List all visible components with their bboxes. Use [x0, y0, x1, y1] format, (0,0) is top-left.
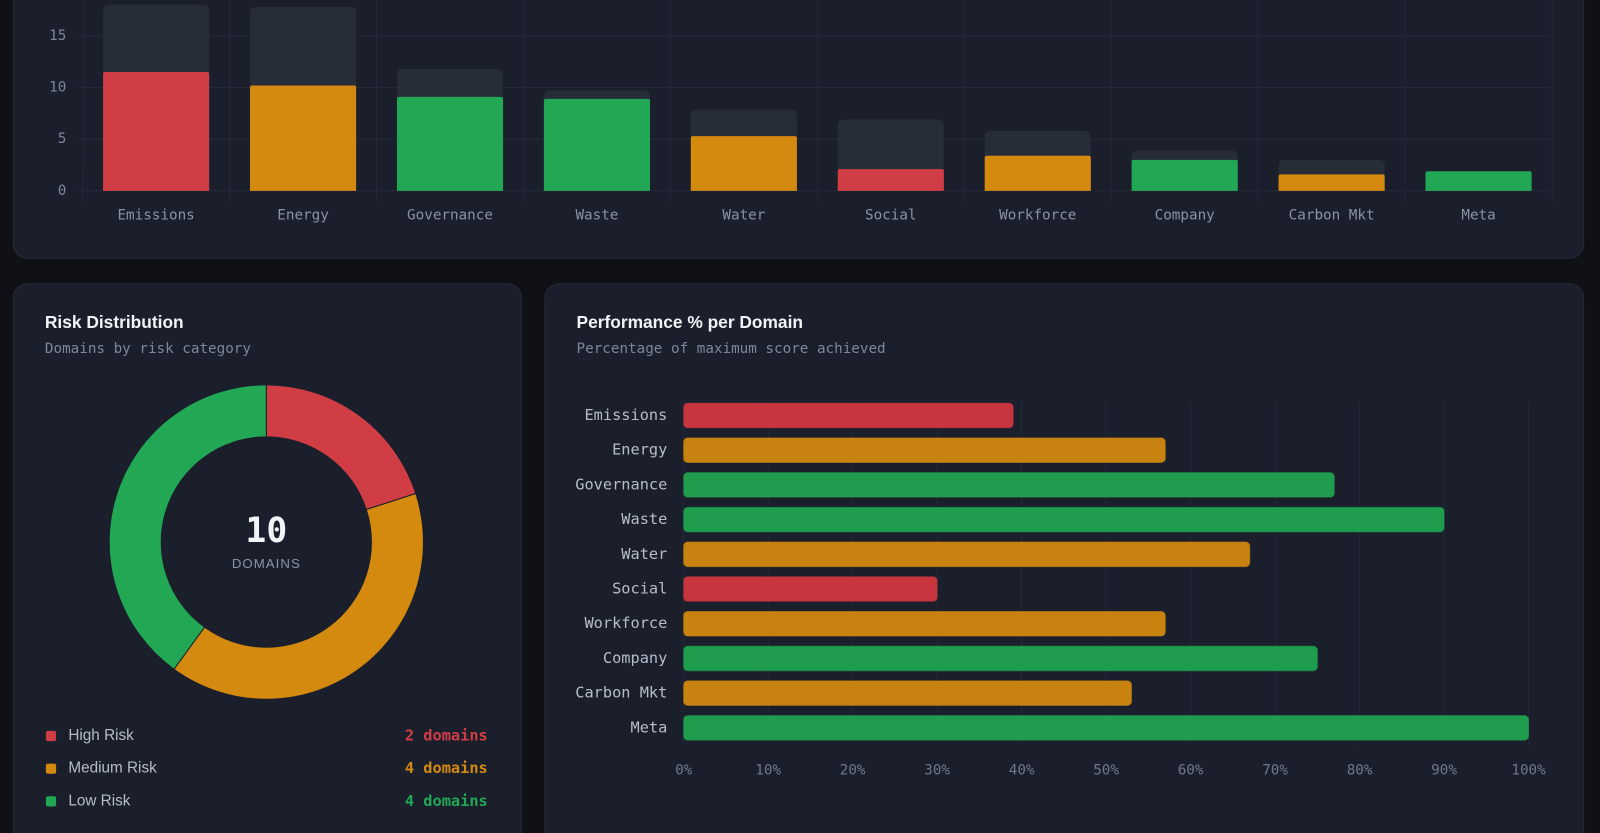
bar	[683, 680, 1132, 706]
y-tick-label: Waste	[621, 510, 667, 528]
panel	[12, 0, 1585, 259]
x-tick-label: Carbon Mkt	[1289, 207, 1375, 223]
legend-label: Medium Risk	[68, 760, 157, 777]
chart-subtitle: Domains by risk category	[45, 341, 251, 357]
y-tick-label: Energy	[612, 441, 667, 459]
bar	[1131, 159, 1238, 191]
legend-swatch	[45, 730, 57, 742]
bar	[984, 155, 1091, 191]
x-tick-label: 20%	[840, 763, 866, 779]
x-tick-label: Governance	[407, 207, 493, 223]
legend-label: High Risk	[68, 727, 134, 744]
bar	[250, 85, 357, 191]
bar	[543, 98, 650, 191]
y-tick-label: Water	[621, 545, 667, 563]
legend-value: 4 domains	[405, 792, 488, 810]
bar	[396, 96, 504, 191]
x-tick-label: Company	[1155, 207, 1216, 223]
donut-total: 10	[245, 511, 287, 551]
y-tick-label: Governance	[575, 475, 667, 493]
x-tick-label: Water	[722, 207, 765, 223]
bar	[683, 541, 1251, 568]
legend-swatch	[45, 796, 57, 807]
x-tick-label: 0%	[675, 763, 693, 779]
donut-slice	[108, 384, 267, 670]
x-tick-label: 30%	[924, 763, 950, 779]
grid-line-v	[82, 0, 86, 203]
x-tick-label: Energy	[277, 207, 329, 223]
x-tick-label: Meta	[1461, 207, 1495, 223]
x-tick-label: 60%	[1178, 763, 1204, 779]
bar	[683, 645, 1318, 672]
hbar-chart: 0% 10% 20% 30% 40% 50% 60% 70% 80% 90% 100% Emissio…	[575, 401, 1546, 779]
legend-swatch	[45, 763, 57, 774]
y-tick-label: Carbon Mkt	[575, 684, 667, 702]
chart-title: Performance % per Domain	[577, 312, 803, 332]
y-tick-label: 0	[58, 183, 67, 199]
bar	[683, 506, 1445, 533]
bar	[837, 169, 944, 191]
x-tick-label: 70%	[1262, 763, 1288, 779]
legend-value: 4 domains	[405, 759, 488, 777]
bar	[103, 71, 210, 191]
bar	[683, 576, 938, 602]
donut-total-label: DOMAINS	[232, 556, 301, 571]
y-tick-label: Workforce	[584, 614, 667, 632]
x-tick-label: 80%	[1347, 763, 1373, 779]
x-tick-label: Waste	[575, 207, 618, 223]
chart-subtitle: Percentage of maximum score achieved	[577, 341, 886, 357]
y-tick-label: Social	[612, 580, 667, 598]
x-tick-label: 100%	[1511, 763, 1546, 779]
legend-label: Low Risk	[68, 792, 130, 809]
donut-slice	[173, 492, 424, 700]
bar	[1425, 171, 1532, 191]
legend-value: 2 domains	[405, 727, 488, 745]
bar	[683, 610, 1166, 637]
y-tick-label: 10	[49, 80, 66, 96]
bar	[683, 402, 1014, 429]
chart-title: Risk Distribution	[45, 312, 184, 332]
x-tick-label: 50%	[1093, 763, 1119, 779]
x-tick-label: 40%	[1009, 763, 1035, 779]
bar	[683, 437, 1166, 463]
y-tick-label: Meta	[631, 718, 668, 736]
x-tick-label: Workforce	[999, 207, 1076, 223]
y-tick-label: 5	[58, 131, 67, 147]
x-tick-label: 90%	[1431, 763, 1457, 779]
x-tick-label: 10%	[755, 763, 781, 779]
panel	[12, 283, 522, 833]
bar	[683, 715, 1530, 741]
bar	[1278, 174, 1385, 191]
x-tick-label: Emissions	[117, 207, 194, 223]
bar	[690, 136, 797, 191]
bar	[683, 472, 1335, 498]
x-tick-label: Social	[865, 207, 917, 223]
y-tick-label: Company	[603, 649, 667, 667]
y-tick-label: Emissions	[584, 406, 667, 424]
y-tick-label: 15	[49, 28, 66, 44]
